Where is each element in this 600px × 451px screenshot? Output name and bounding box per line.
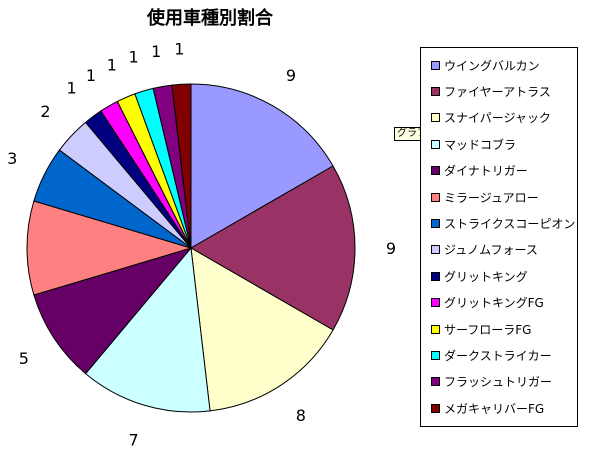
legend-item: グリットキング — [431, 267, 528, 285]
legend-label: ストライクスコーピオン — [444, 216, 576, 231]
legend-label: スナイパージャック — [444, 111, 551, 126]
legend-item: メガキャリバーFG — [431, 399, 544, 417]
legend-swatch — [431, 113, 440, 123]
data-label: 1 — [66, 79, 76, 98]
legend-swatch — [431, 403, 440, 413]
data-label: 1 — [86, 66, 96, 85]
legend-item: フラッシュトリガー — [431, 373, 552, 391]
legend-label: ミラージュアロー — [444, 190, 539, 205]
legend-label: ジュノムフォース — [444, 243, 538, 258]
legend-label: メガキャリバーFG — [444, 401, 545, 416]
legend-item: ウイングバルカン — [431, 56, 540, 74]
data-label: 5 — [19, 349, 29, 368]
pie-slice — [84, 246, 211, 413]
legend-swatch — [431, 139, 440, 149]
data-label: 9 — [286, 66, 296, 85]
data-label: 1 — [129, 47, 139, 66]
legend-item: グリットキングFG — [431, 294, 544, 312]
legend-swatch — [431, 324, 440, 334]
legend-item: サーフローラFG — [431, 320, 531, 338]
data-label: 9 — [386, 239, 396, 258]
data-label: 3 — [7, 149, 17, 168]
legend-swatch — [431, 298, 440, 308]
legend-label: ダークストライカー — [444, 348, 552, 363]
pie-slice — [33, 247, 193, 375]
legend-label: サーフローラFG — [444, 322, 532, 337]
legend-swatch — [431, 350, 440, 360]
legend-swatch — [431, 192, 440, 202]
legend-swatch — [431, 377, 440, 387]
data-label: 1 — [151, 42, 161, 61]
legend-label: マッドコブラ — [444, 137, 517, 152]
legend: ウイングバルカン ファイヤーアトラス スナイパージャック マッドコブラ ダイナトリガーミ… — [420, 47, 578, 427]
legend-label: ダイナトリガー — [444, 164, 528, 179]
legend-label: ウイングバルカン — [444, 58, 540, 73]
legend-swatch — [431, 60, 440, 70]
pie-slice — [190, 165, 356, 331]
pie-slice — [171, 83, 192, 249]
legend-label: グリットキングFG — [444, 296, 544, 311]
legend-swatch — [431, 245, 440, 255]
legend-item: ミラージュアロー — [431, 188, 539, 206]
legend-item: ダークストライカー — [431, 346, 552, 364]
pie-slice — [190, 83, 334, 249]
legend-item: ダイナトリガー — [431, 162, 528, 180]
legend-label: グリットキング — [444, 269, 528, 284]
data-label: 7 — [129, 431, 139, 450]
data-label: 8 — [296, 406, 306, 425]
pie-slice — [190, 247, 334, 412]
legend-item: ストライクスコーピオン — [431, 214, 575, 232]
data-label: 1 — [107, 55, 117, 74]
chart-title: 使用車種別割合 — [147, 8, 273, 29]
legend-label: フラッシュトリガー — [444, 375, 553, 390]
legend-label: ファイヤーアトラス — [444, 84, 551, 99]
legend-swatch — [431, 271, 440, 281]
legend-item: スナイパージャック — [431, 109, 551, 127]
legend-swatch — [431, 86, 440, 96]
legend-item: マッドコブラ — [431, 135, 516, 153]
legend-item: ジュノムフォース — [431, 241, 538, 259]
legend-swatch — [431, 166, 440, 176]
legend-swatch — [431, 218, 440, 228]
pie-slice — [26, 200, 193, 296]
data-label: 2 — [40, 102, 50, 121]
legend-item: ファイヤーアトラス — [431, 82, 551, 100]
data-label: 1 — [174, 39, 184, 58]
